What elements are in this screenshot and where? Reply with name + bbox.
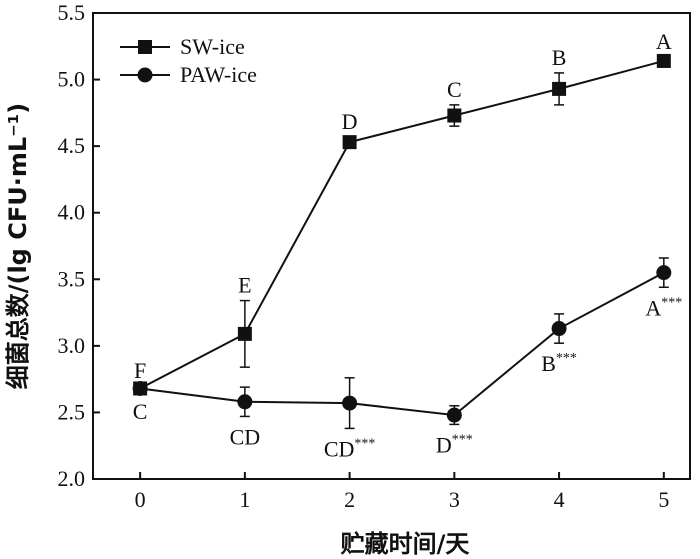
significance-label: A bbox=[656, 29, 672, 54]
significance-stars: *** bbox=[556, 351, 577, 366]
y-tick-label: 5.0 bbox=[58, 67, 86, 92]
plot-frame bbox=[92, 12, 691, 480]
data-point bbox=[446, 407, 462, 423]
series-line bbox=[140, 271, 665, 417]
y-tick-label: 5.5 bbox=[58, 0, 86, 25]
y-tick-label: 3.5 bbox=[58, 266, 86, 291]
significance-label: C bbox=[447, 77, 462, 102]
series-paw-ice: C CD CD*** D*** B*** A*** bbox=[133, 257, 682, 461]
data-point bbox=[132, 380, 148, 396]
y-tick-label: 3.0 bbox=[58, 333, 86, 358]
x-tick-label: 5 bbox=[658, 487, 669, 512]
y-tick-label: 4.0 bbox=[58, 200, 86, 225]
significance-label: C bbox=[133, 399, 148, 424]
significance-label: CD*** bbox=[324, 436, 376, 461]
data-point bbox=[551, 321, 567, 337]
significance-label: D bbox=[342, 109, 358, 134]
data-point bbox=[552, 81, 567, 96]
y-tick-label: 2.0 bbox=[58, 466, 86, 491]
legend-label: PAW-ice bbox=[180, 62, 257, 87]
data-point bbox=[656, 265, 672, 281]
x-tick-label: 0 bbox=[135, 487, 146, 512]
x-tick-label: 3 bbox=[449, 487, 460, 512]
data-point bbox=[656, 53, 671, 68]
x-axis-title: 贮藏时间/天 bbox=[340, 530, 470, 558]
legend-marker bbox=[138, 40, 152, 54]
data-point bbox=[342, 395, 358, 411]
x-tick-label: 1 bbox=[239, 487, 250, 512]
data-point bbox=[447, 108, 462, 123]
significance-label: D*** bbox=[436, 432, 473, 457]
significance-stars: *** bbox=[452, 432, 473, 447]
data-point bbox=[237, 394, 253, 410]
series-line bbox=[139, 59, 665, 390]
x-tick-label: 4 bbox=[554, 487, 565, 512]
series-sw-ice: F E D C B A bbox=[134, 29, 672, 392]
data-point bbox=[237, 326, 252, 341]
y-tick-label: 4.5 bbox=[58, 133, 86, 158]
y-axis-title: 细菌总数/(lg CFU·mL⁻¹) bbox=[4, 103, 32, 390]
significance-label: F bbox=[134, 358, 146, 383]
significance-label: A*** bbox=[645, 295, 682, 320]
significance-label: B*** bbox=[541, 351, 577, 376]
data-point bbox=[342, 135, 357, 150]
significance-label: E bbox=[238, 273, 251, 298]
y-tick-label: 2.5 bbox=[58, 399, 86, 424]
x-tick-label: 2 bbox=[344, 487, 355, 512]
significance-label: CD bbox=[230, 424, 261, 449]
legend-marker bbox=[137, 67, 153, 83]
significance-stars: *** bbox=[354, 436, 375, 451]
legend-label: SW-ice bbox=[180, 34, 245, 59]
significance-label: B bbox=[552, 45, 567, 70]
significance-stars: *** bbox=[661, 295, 682, 310]
